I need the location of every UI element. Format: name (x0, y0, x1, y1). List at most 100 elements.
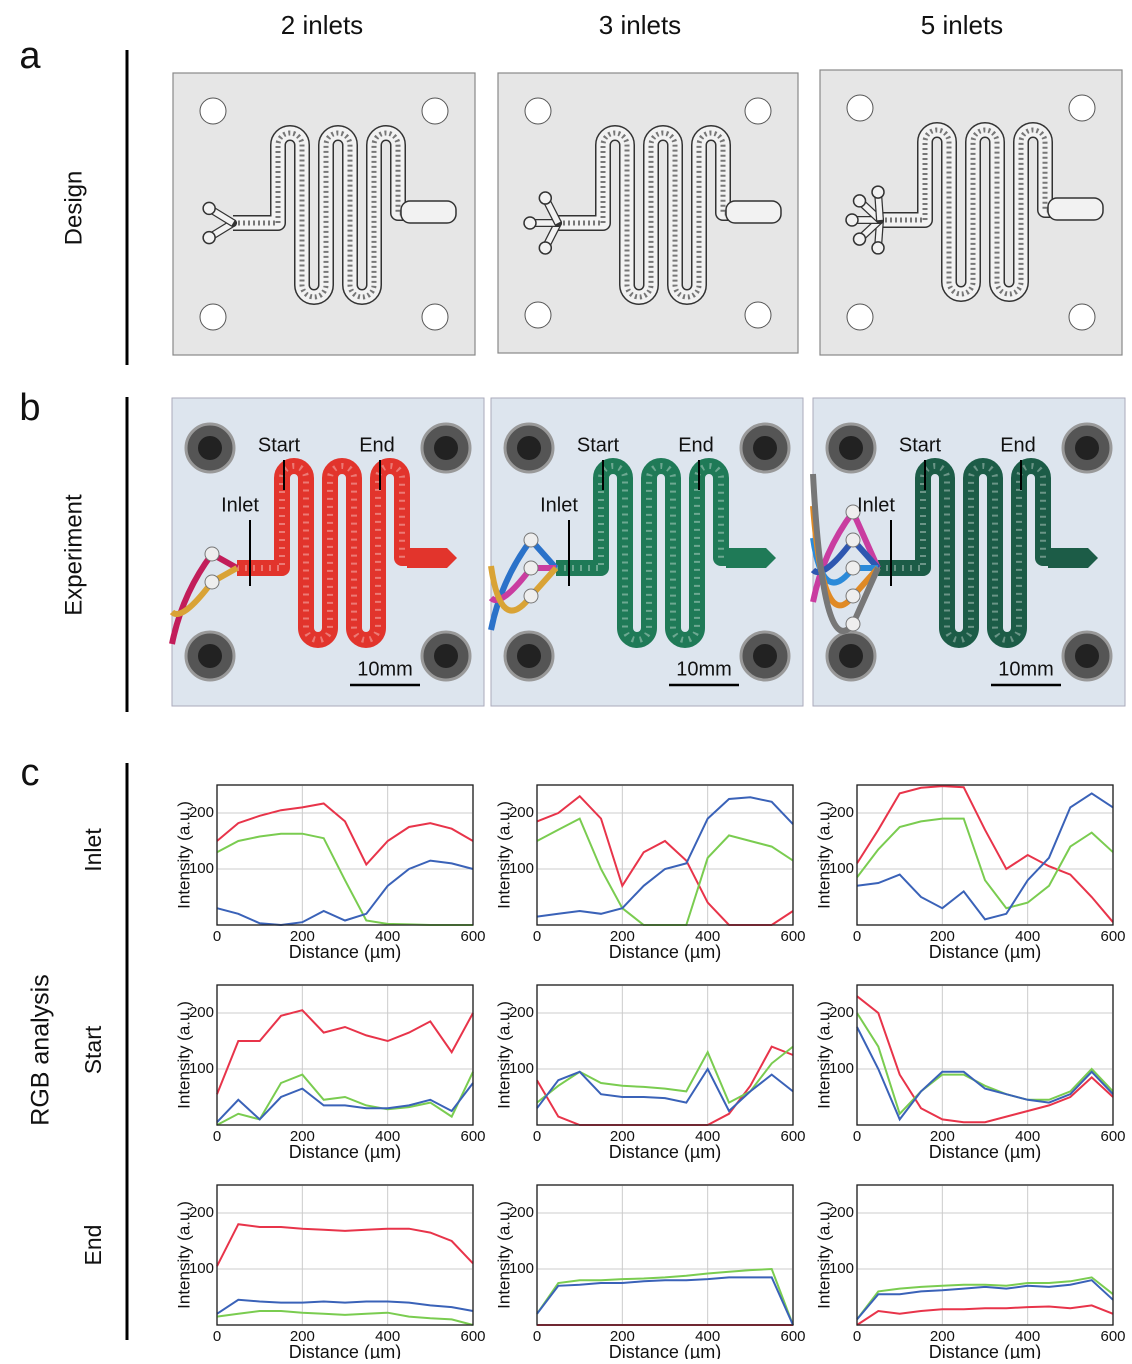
inlet-port (852, 232, 867, 246)
x-axis-label: Distance (µm) (929, 1142, 1041, 1162)
y-tick-label: 100 (189, 860, 214, 877)
screw-head (198, 644, 222, 668)
y-axis-label: Intensity (a.u.) (174, 1201, 193, 1309)
plot-frame (856, 1184, 1114, 1326)
hatch (558, 130, 748, 300)
y-tick-label: 200 (829, 1204, 854, 1221)
port (845, 616, 861, 632)
channel-stripes (237, 463, 427, 643)
y-tick-label: 200 (189, 1004, 214, 1021)
hole (846, 94, 874, 122)
x-tick-label: 200 (930, 928, 955, 945)
x-tick-label: 0 (213, 1128, 221, 1145)
x-axis-label: Distance (µm) (289, 1342, 401, 1359)
y-axis-label: Intensity (a.u.) (494, 1001, 513, 1109)
port (523, 588, 539, 604)
x-axis-label: Distance (µm) (609, 942, 721, 962)
screw-head (839, 644, 863, 668)
data-line (216, 1310, 474, 1326)
design-plate (172, 72, 476, 356)
y-axis-label: Intensity (a.u.) (494, 801, 513, 909)
y-axis-label: Intensity (a.u.) (174, 1001, 193, 1109)
x-tick-label: 400 (695, 928, 720, 945)
screw-head (1075, 644, 1099, 668)
inlet-port (523, 216, 537, 230)
plot-area (536, 784, 794, 926)
data-line (536, 1267, 794, 1326)
experiment-photo: Start End Inlet 10mm (810, 397, 1126, 707)
x-tick-label: 400 (1015, 1128, 1040, 1145)
data-line (856, 792, 1114, 921)
x-axis-label: Distance (µm) (929, 942, 1041, 962)
x-tick-label: 600 (780, 1328, 805, 1345)
x-tick-label: 400 (375, 928, 400, 945)
start-label: Start (577, 434, 620, 456)
scale-label: 10mm (676, 658, 732, 680)
screw-head (753, 644, 777, 668)
row-label: Start (80, 1025, 106, 1074)
experiment-photo: Start End Inlet 10mm (169, 397, 485, 707)
port (845, 588, 861, 604)
data-line (216, 859, 474, 927)
port (845, 560, 861, 576)
x-axis-label: Distance (µm) (929, 1342, 1041, 1359)
scale-label: 10mm (998, 658, 1054, 680)
screw-head (517, 644, 541, 668)
hole (199, 97, 227, 125)
plot-frame (536, 1184, 794, 1326)
panel-label: a (19, 35, 41, 77)
row-label: RGB analysis (27, 974, 55, 1125)
hole (846, 303, 874, 331)
x-tick-label: 200 (610, 1128, 635, 1145)
hole (524, 301, 552, 329)
hatch (233, 130, 423, 300)
x-tick-label: 200 (610, 928, 635, 945)
data-line (536, 796, 794, 918)
end-label: End (678, 434, 714, 456)
y-axis-label: Intensity (a.u.) (814, 801, 833, 909)
x-tick-label: 400 (695, 1128, 720, 1145)
plot-area (856, 984, 1114, 1126)
x-tick-label: 200 (610, 1328, 635, 1345)
hole (744, 301, 772, 329)
x-tick-label: 600 (1100, 1328, 1125, 1345)
inlet-label: Inlet (540, 494, 578, 516)
y-tick-label: 100 (509, 860, 534, 877)
x-tick-label: 0 (853, 1128, 861, 1145)
plot-area (536, 984, 794, 1126)
x-tick-label: 200 (290, 1128, 315, 1145)
inlet-port (202, 201, 216, 216)
inlet-port (202, 230, 216, 245)
outlet (407, 548, 457, 568)
screw-head (434, 644, 458, 668)
inlet-port (538, 241, 553, 255)
row-label: Inlet (80, 828, 106, 872)
data-line (216, 1298, 474, 1315)
hatch (880, 127, 1070, 297)
outlet (725, 200, 782, 224)
data-line (216, 1082, 474, 1123)
y-tick-label: 100 (189, 1060, 214, 1077)
screw-head (434, 436, 458, 460)
hole (421, 97, 449, 125)
start-label: Start (899, 434, 942, 456)
x-axis-label: Distance (µm) (609, 1342, 721, 1359)
port (523, 560, 539, 576)
port (845, 504, 861, 520)
plot-area (856, 784, 1114, 926)
y-axis-label: Intensity (a.u.) (814, 1001, 833, 1109)
x-tick-label: 200 (930, 1128, 955, 1145)
x-tick-label: 200 (290, 928, 315, 945)
data-line (856, 817, 1114, 910)
y-tick-label: 100 (509, 1260, 534, 1277)
design-plate (497, 72, 799, 354)
plot-frame (856, 984, 1114, 1126)
row-label: End (80, 1225, 106, 1266)
x-tick-label: 0 (533, 928, 541, 945)
panel-label: b (19, 387, 40, 429)
x-axis-label: Distance (µm) (289, 942, 401, 962)
